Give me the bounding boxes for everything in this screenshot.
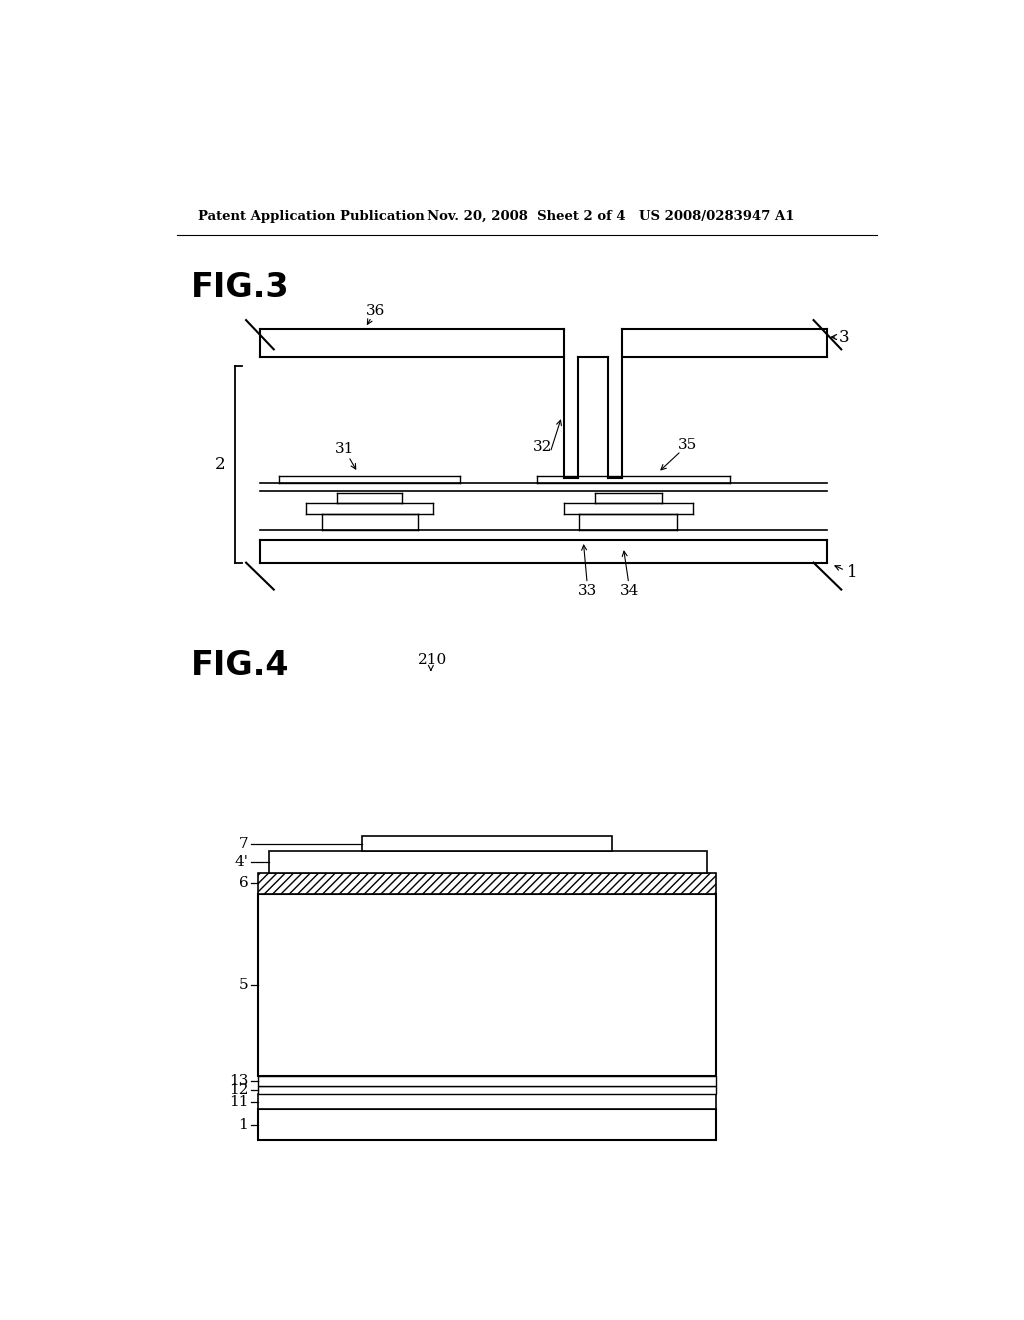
Bar (260, 330, 564, 358)
Text: 210: 210 (418, 653, 447, 668)
Text: 35: 35 (678, 438, 697, 451)
Bar (269, 851, 707, 873)
Text: 12: 12 (229, 1084, 249, 1097)
Text: Patent Application Publication: Patent Application Publication (199, 210, 425, 223)
Text: 31: 31 (335, 442, 354, 457)
Text: FIG.4: FIG.4 (190, 648, 289, 681)
Text: 33: 33 (578, 585, 597, 598)
Bar (260, 540, 827, 562)
Bar (580, 515, 677, 529)
Text: US 2008/0283947 A1: US 2008/0283947 A1 (639, 210, 795, 223)
Text: 36: 36 (366, 304, 385, 318)
Text: 32: 32 (532, 440, 552, 454)
Text: 4': 4' (234, 855, 249, 869)
Text: 2: 2 (215, 455, 225, 473)
Bar (258, 1109, 716, 1140)
Bar (258, 894, 716, 1076)
Text: 7: 7 (239, 837, 249, 850)
Text: 13: 13 (229, 1074, 249, 1088)
Bar (258, 1094, 716, 1109)
Bar (322, 515, 418, 529)
Text: Nov. 20, 2008  Sheet 2 of 4: Nov. 20, 2008 Sheet 2 of 4 (427, 210, 626, 223)
Bar (608, 330, 622, 478)
Bar (361, 836, 611, 851)
Bar (564, 330, 578, 478)
Bar (538, 477, 730, 483)
Text: 1: 1 (239, 1118, 249, 1131)
Bar (258, 1086, 716, 1094)
Text: 11: 11 (229, 1094, 249, 1109)
Bar (280, 477, 460, 483)
Bar (258, 1076, 716, 1086)
Text: 3: 3 (839, 329, 850, 346)
Text: 1: 1 (847, 564, 857, 581)
Bar (622, 330, 827, 358)
Text: FIG.3: FIG.3 (190, 272, 289, 305)
Text: 6: 6 (239, 876, 249, 890)
Text: 5: 5 (239, 978, 249, 991)
Bar (258, 873, 716, 894)
Text: 34: 34 (620, 585, 639, 598)
